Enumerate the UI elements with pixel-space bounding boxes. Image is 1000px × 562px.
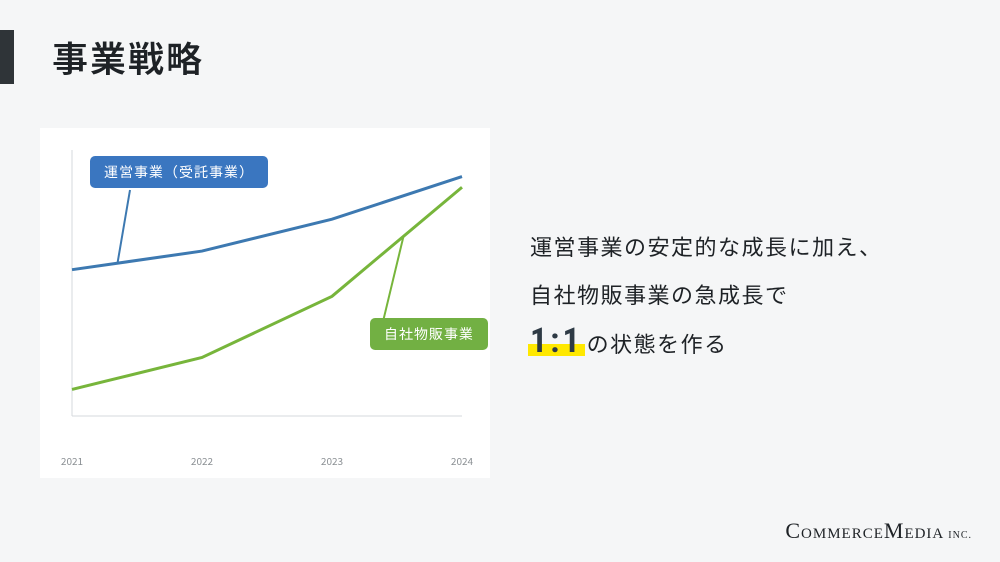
xtick-2022: 2022: [191, 453, 213, 468]
description-line-1: 運営事業の安定的な成長に加え、: [530, 222, 960, 270]
series-label-operations: 運営事業（受託事業）: [90, 156, 268, 188]
title-section: 事業戦略: [0, 30, 204, 84]
line-chart-svg: [62, 146, 468, 442]
ratio-highlight: 1:1: [530, 324, 583, 358]
connector-operations: [118, 190, 131, 263]
series-own_sales: [72, 187, 462, 389]
xtick-2021: 2021: [61, 453, 83, 468]
series-label-own-sales: 自社物販事業: [370, 318, 488, 350]
xtick-2024: 2024: [451, 453, 473, 468]
strategy-description: 運営事業の安定的な成長に加え、 自社物販事業の急成長で 1:1 の状態を作る: [530, 222, 960, 367]
description-line-2: 自社物販事業の急成長で: [530, 270, 960, 318]
title-accent-bar: [0, 30, 14, 84]
xtick-2023: 2023: [321, 453, 343, 468]
description-line-3: 1:1 の状態を作る: [530, 319, 960, 367]
strategy-chart: 2021 2022 2023 2024 運営事業（受託事業） 自社物販事業: [40, 128, 490, 478]
page-title: 事業戦略: [52, 31, 204, 83]
company-logo: C OMMERCE M EDIA INC.: [785, 518, 972, 544]
